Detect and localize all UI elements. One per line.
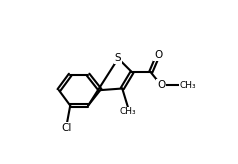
Text: O: O: [154, 50, 162, 60]
Text: O: O: [157, 80, 165, 90]
Text: CH₃: CH₃: [179, 81, 196, 90]
Text: CH₃: CH₃: [120, 107, 136, 116]
Text: S: S: [115, 53, 122, 63]
Text: Cl: Cl: [61, 123, 71, 133]
